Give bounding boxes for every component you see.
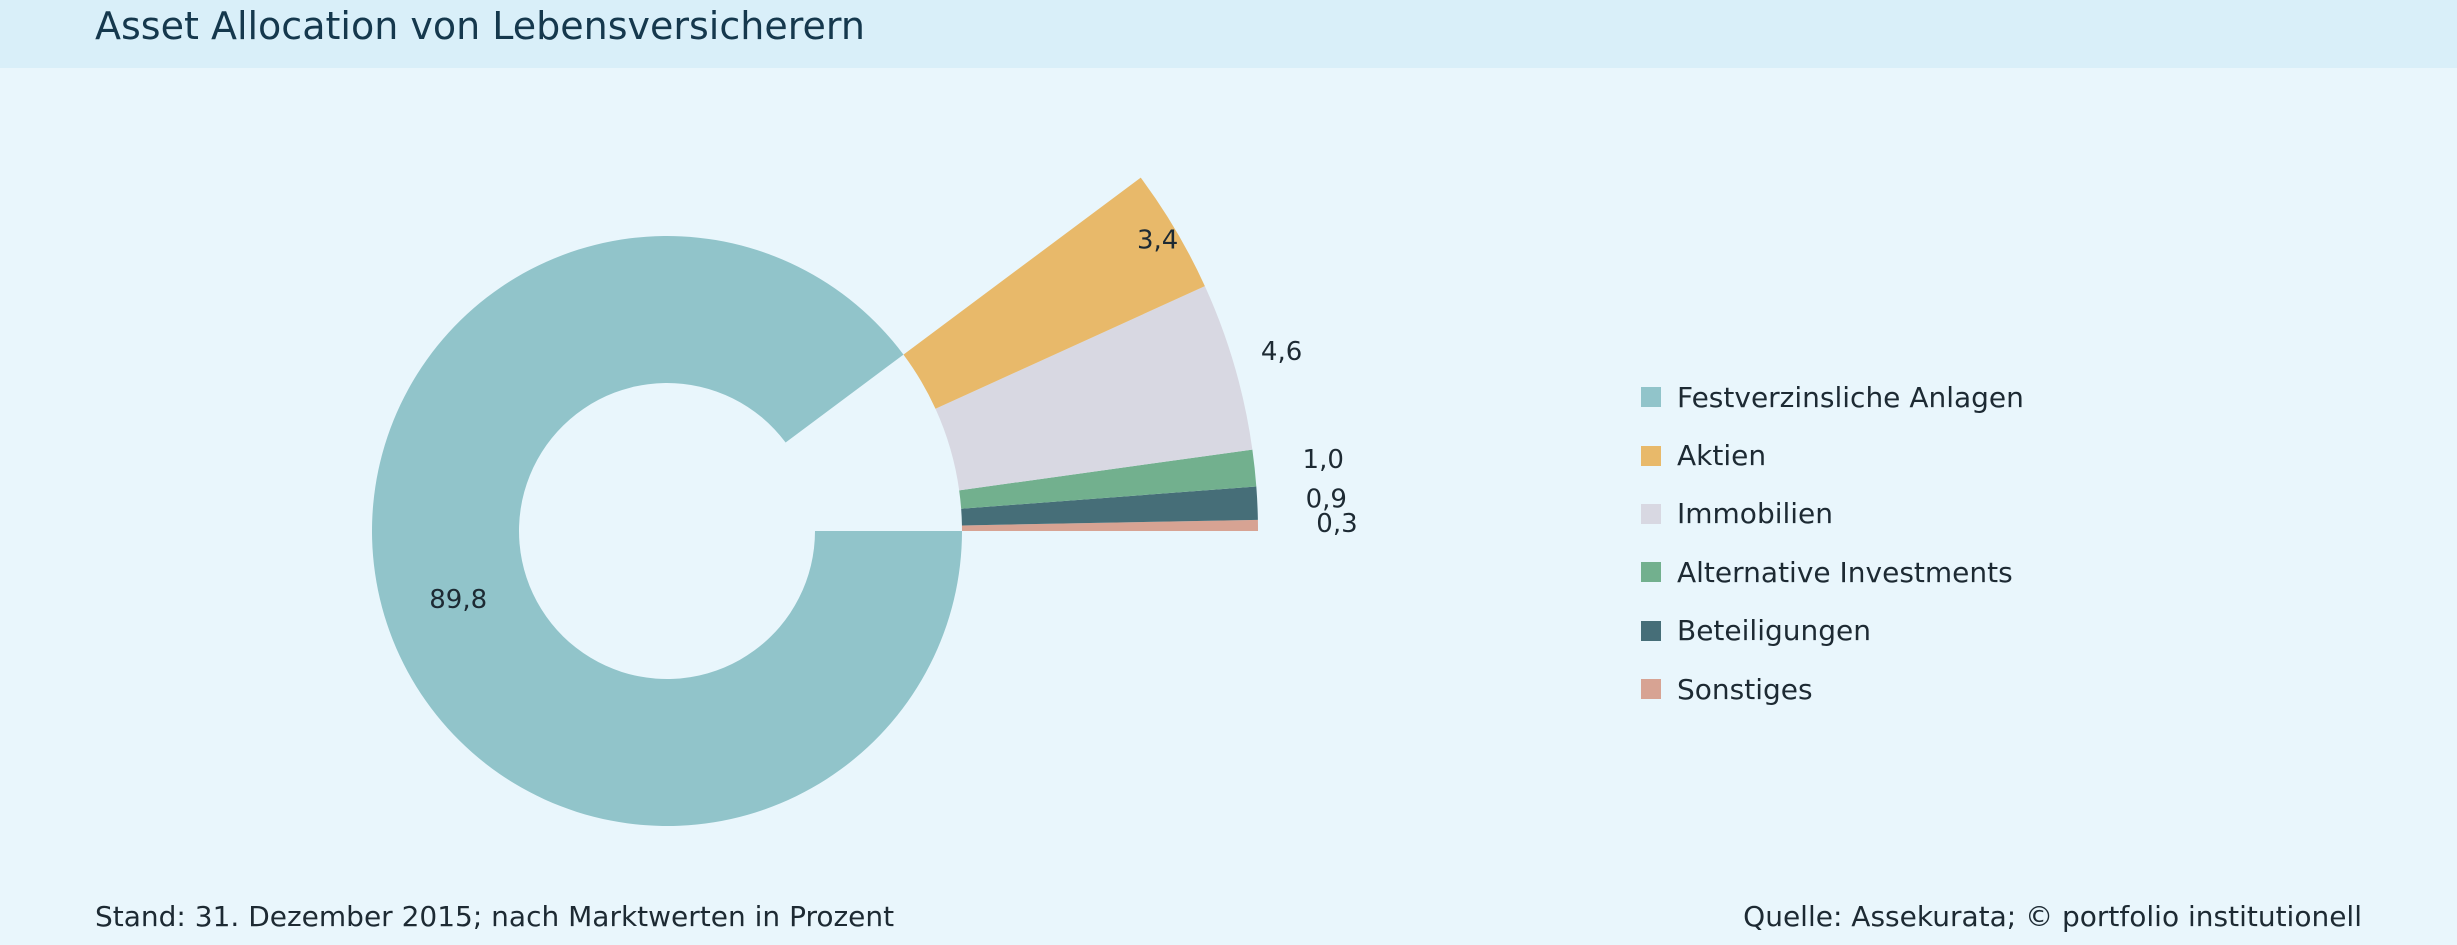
slice-2	[903, 177, 1205, 409]
chart-legend: Festverzinsliche Anlagen Aktien Immobilien…	[1641, 368, 2024, 718]
slice-6	[961, 519, 1258, 531]
data-label-4: 1,0	[1303, 445, 1344, 475]
footnote: Stand: 31. Dezember 2015; nach Marktwert…	[95, 900, 895, 933]
data-label-6: 0,3	[1316, 509, 1357, 539]
legend-item-6: Sonstiges	[1641, 660, 2024, 718]
slice-3	[935, 286, 1253, 491]
asset-allocation-chart: 89,8 0,30,9 1,0 4,6 3,4	[371, 177, 1358, 826]
legend-item-1: Festverzinsliche Anlagen	[1641, 368, 2024, 426]
header-bar: Asset Allocation von Lebensversicherern	[0, 0, 2457, 68]
source-note: Quelle: Assekurata; © portfolio institut…	[1743, 900, 2362, 933]
legend-swatch	[1641, 562, 1661, 583]
legend-label: Alternative Investments	[1677, 555, 2013, 589]
legend-swatch	[1641, 445, 1661, 466]
legend-item-2: Aktien	[1641, 426, 2024, 484]
legend-swatch	[1641, 387, 1661, 408]
legend-swatch	[1641, 620, 1661, 641]
legend-label: Sonstiges	[1677, 672, 1813, 706]
legend-item-4: Alternative Investments	[1641, 543, 2024, 601]
slice-4	[959, 449, 1257, 509]
legend-label: Immobilien	[1677, 497, 1834, 531]
legend-item-5: Beteiligungen	[1641, 602, 2024, 660]
legend-label: Beteiligungen	[1677, 614, 1871, 648]
data-label-3: 4,6	[1261, 337, 1302, 367]
legend-label: Festverzinsliche Anlagen	[1677, 380, 2024, 414]
legend-swatch	[1641, 679, 1661, 700]
legend-swatch	[1641, 503, 1661, 524]
data-label-5: 0,9	[1306, 484, 1347, 514]
legend-label: Aktien	[1677, 439, 1767, 473]
slice-5	[961, 486, 1258, 526]
data-label-1: 89,8	[429, 585, 487, 615]
slice-1	[371, 235, 962, 826]
chart-title: Asset Allocation von Lebensversicherern	[95, 4, 865, 48]
legend-item-3: Immobilien	[1641, 485, 2024, 543]
data-label-2: 3,4	[1137, 225, 1178, 255]
